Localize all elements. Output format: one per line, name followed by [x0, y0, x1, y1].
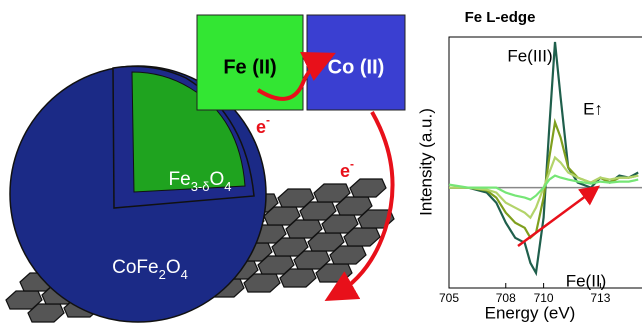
fe-box-label: Fe (II)	[223, 56, 276, 78]
co-box-label: Co (II)	[328, 56, 385, 78]
electron-label: e-	[256, 113, 270, 137]
subscript: 4	[181, 267, 188, 282]
series-line	[449, 42, 638, 273]
x-tick-label: 708	[496, 291, 516, 305]
plot-frame	[449, 37, 642, 288]
formula-text: CoFe	[112, 257, 158, 278]
annotation: E↑	[583, 99, 603, 118]
subscript: 2	[159, 267, 166, 282]
superscript: -	[350, 157, 354, 171]
formula-text: O	[166, 257, 181, 278]
subscript: 3-δ	[191, 179, 210, 194]
annotation: Fe(II)	[566, 271, 607, 290]
electron-symbol: e	[340, 161, 350, 181]
hexagon	[350, 179, 386, 197]
chart: Fe L-edge Energy (eV) Intensity (a.u.) 705 7…	[416, 9, 642, 323]
x-tick-label: 705	[439, 291, 459, 305]
electron-label: e-	[340, 157, 354, 181]
chart-title: Fe L-edge	[465, 9, 536, 26]
electron-symbol: e	[256, 117, 266, 137]
y-axis-label: Intensity (a.u.)	[416, 108, 435, 216]
x-tick-label: 710	[534, 291, 554, 305]
x-axis-label: Energy (eV)	[485, 303, 576, 322]
figure: Fe3-δO4 CoFe2O4 Fe (II) Co (II) e- e- Fe…	[0, 0, 642, 324]
annotation: Fe(III)	[507, 46, 552, 65]
superscript: -	[266, 113, 270, 127]
subscript: 4	[224, 179, 231, 194]
x-tick-label: 713	[590, 291, 610, 305]
formula-text: O	[209, 169, 224, 190]
formula-text: Fe	[169, 169, 191, 190]
